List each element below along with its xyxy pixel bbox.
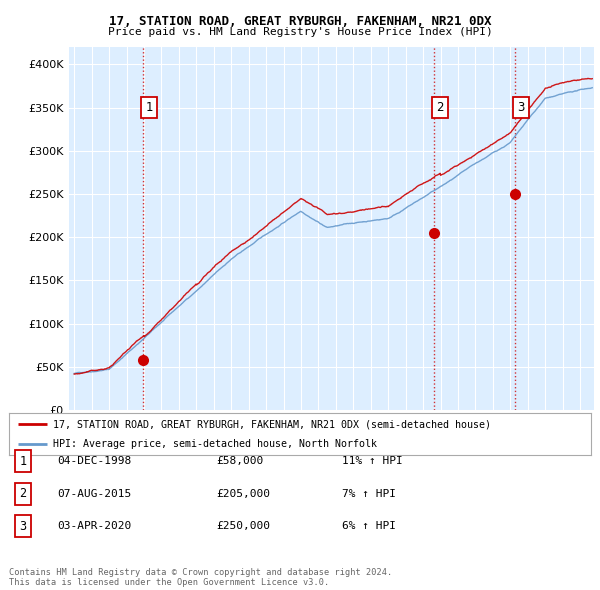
Text: £58,000: £58,000 <box>216 457 263 466</box>
Text: 1: 1 <box>19 455 26 468</box>
Text: £205,000: £205,000 <box>216 489 270 499</box>
Text: 7% ↑ HPI: 7% ↑ HPI <box>342 489 396 499</box>
Text: HPI: Average price, semi-detached house, North Norfolk: HPI: Average price, semi-detached house,… <box>53 440 377 450</box>
Text: 2: 2 <box>436 101 443 114</box>
Text: 03-APR-2020: 03-APR-2020 <box>57 522 131 531</box>
Text: 11% ↑ HPI: 11% ↑ HPI <box>342 457 403 466</box>
Text: 07-AUG-2015: 07-AUG-2015 <box>57 489 131 499</box>
Text: 6% ↑ HPI: 6% ↑ HPI <box>342 522 396 531</box>
Text: £250,000: £250,000 <box>216 522 270 531</box>
Text: Contains HM Land Registry data © Crown copyright and database right 2024.
This d: Contains HM Land Registry data © Crown c… <box>9 568 392 587</box>
Text: 17, STATION ROAD, GREAT RYBURGH, FAKENHAM, NR21 0DX: 17, STATION ROAD, GREAT RYBURGH, FAKENHA… <box>109 15 491 28</box>
Text: 1: 1 <box>145 101 153 114</box>
Text: Price paid vs. HM Land Registry's House Price Index (HPI): Price paid vs. HM Land Registry's House … <box>107 27 493 37</box>
Text: 2: 2 <box>19 487 26 500</box>
Text: 3: 3 <box>19 520 26 533</box>
Text: 3: 3 <box>517 101 524 114</box>
Text: 04-DEC-1998: 04-DEC-1998 <box>57 457 131 466</box>
Text: 17, STATION ROAD, GREAT RYBURGH, FAKENHAM, NR21 0DX (semi-detached house): 17, STATION ROAD, GREAT RYBURGH, FAKENHA… <box>53 419 491 429</box>
